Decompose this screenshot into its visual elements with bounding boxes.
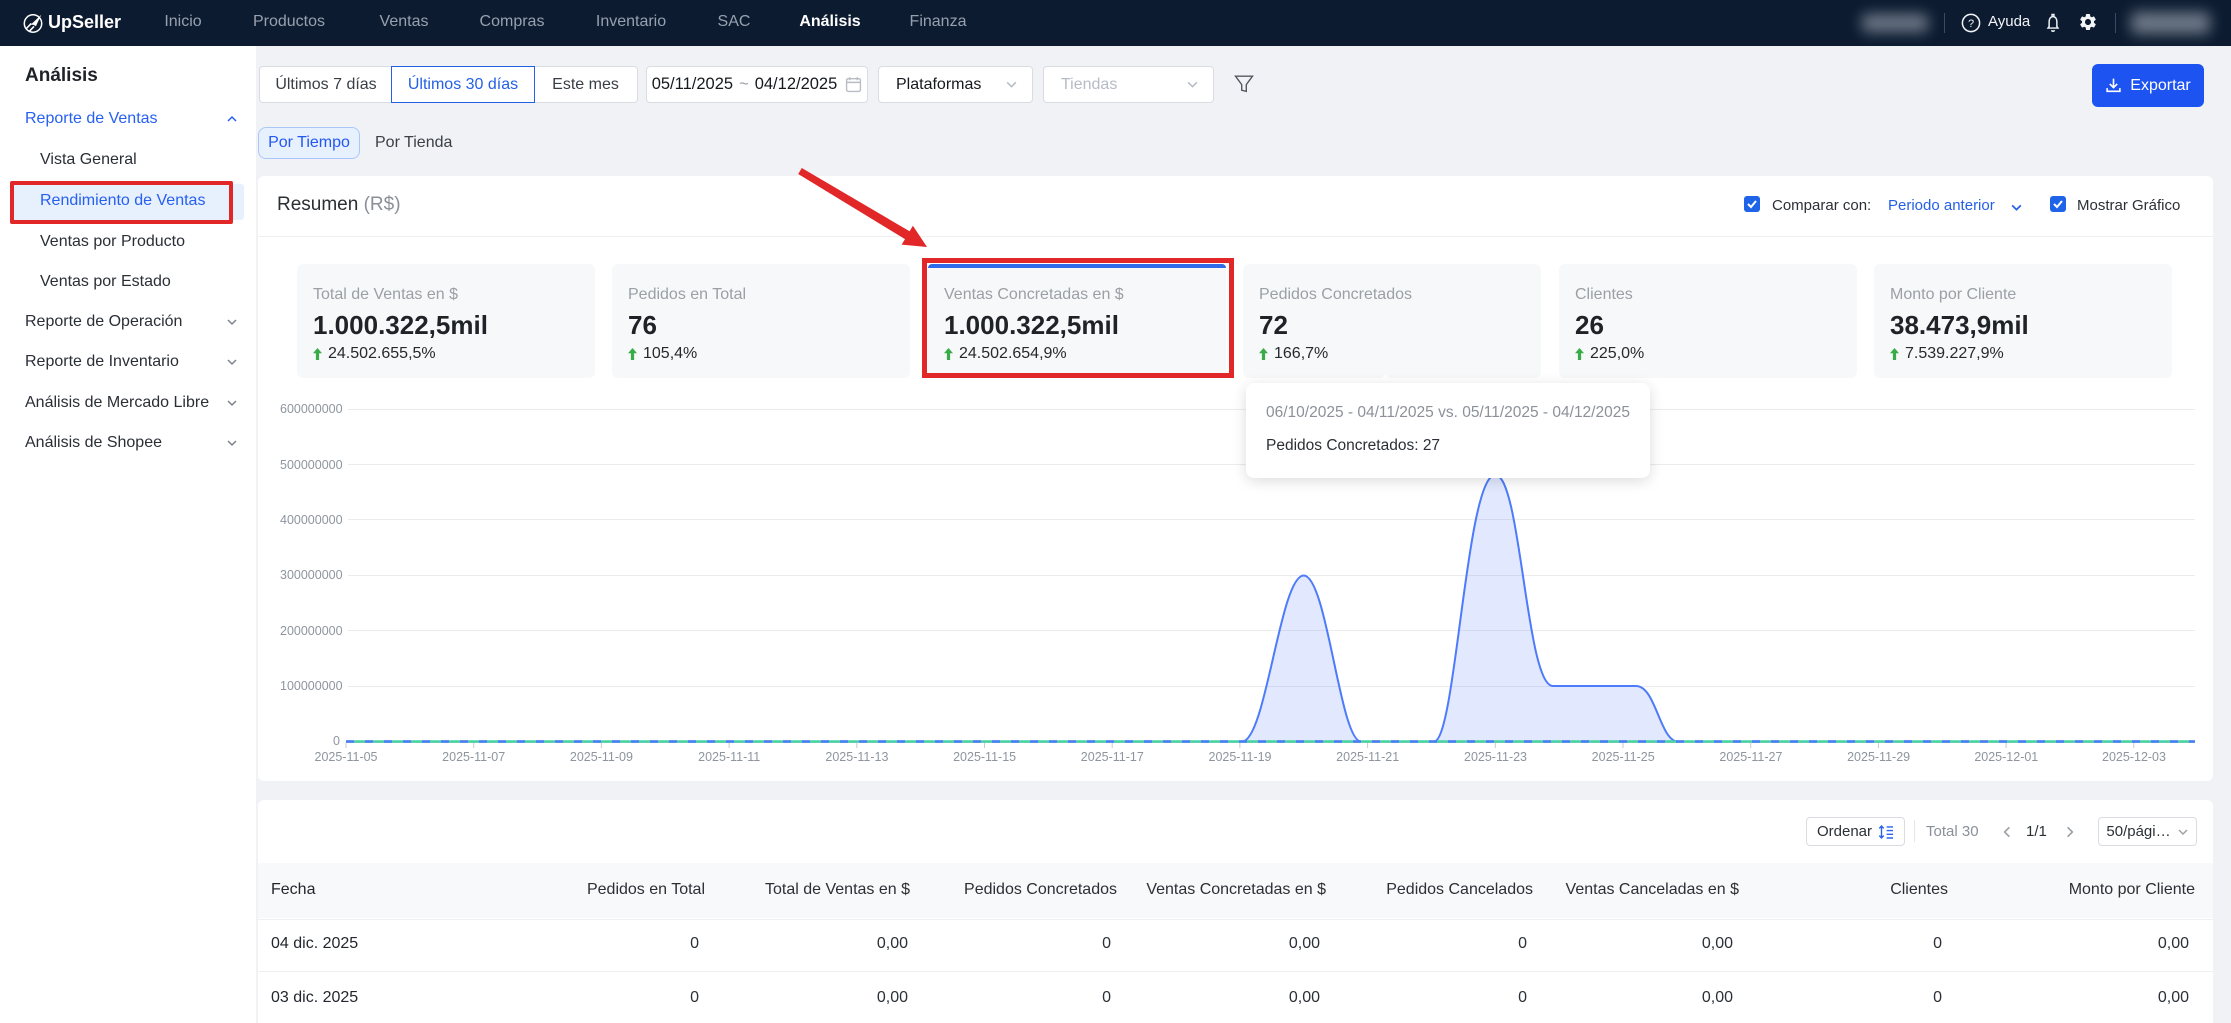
svg-text:?: ? [1968, 18, 1974, 30]
